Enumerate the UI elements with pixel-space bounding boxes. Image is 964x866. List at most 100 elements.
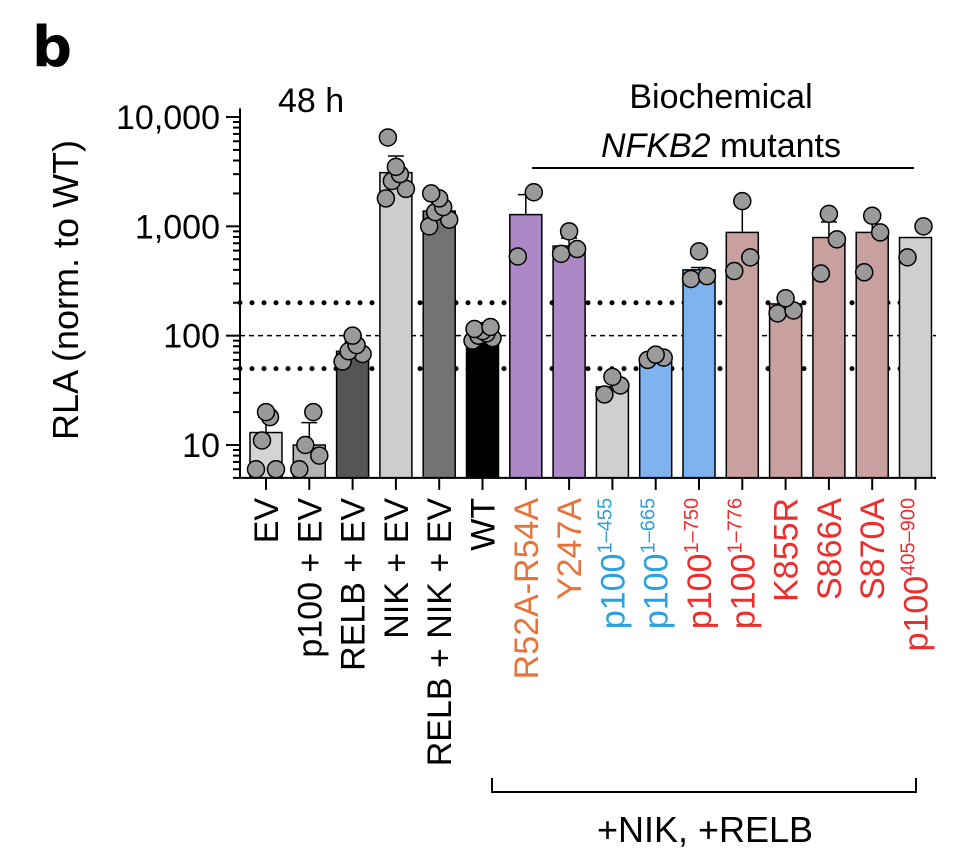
data-point-10-2 (689, 242, 709, 261)
data-point-7-0 (551, 244, 571, 264)
top-group-line1: Biochemical (629, 78, 812, 116)
x-tick-label-text-4: RELB + NIK + EV (421, 498, 459, 767)
data-point-1-2 (296, 435, 315, 455)
x-tick-label-text-1: p100 + EV (291, 498, 329, 658)
data-point-7-2 (559, 222, 579, 241)
panel-label: b (32, 15, 72, 80)
x-tick-label-10: p1001–750 (681, 498, 719, 629)
y-axis-label: RLA (norm. to WT) (45, 140, 86, 440)
x-tick-label-7: Y247A (551, 498, 589, 600)
x-tick-label-sup-15: 405–900 (898, 498, 920, 576)
x-tick-label-13: S866A (811, 498, 849, 600)
top-group-rest: mutants (711, 127, 841, 165)
x-tick-label-4: RELB + NIK + EV (421, 498, 459, 767)
bar-10 (682, 269, 716, 479)
x-tick-label-text-3: NIK + EV (378, 498, 416, 639)
data-point-3-4 (386, 157, 406, 177)
x-tick-label-text-7: Y247A (551, 498, 589, 600)
data-point-11-0 (725, 261, 744, 281)
x-tick-label-text-11: p100 (724, 554, 762, 630)
data-points (246, 128, 933, 479)
data-point-12-2 (776, 288, 795, 308)
data-point-13-2 (819, 204, 839, 224)
data-point-15-0 (898, 248, 917, 267)
data-point-10-1 (697, 266, 717, 286)
data-point-10-0 (681, 269, 701, 289)
x-tick-label-sup-9: 1–665 (638, 498, 660, 554)
data-point-12-0 (768, 304, 787, 323)
data-point-8-0 (595, 385, 614, 404)
data-point-1-1 (310, 446, 329, 465)
x-tick-label-5: WT (465, 498, 503, 551)
data-point-14-2 (862, 206, 882, 225)
x-tick-label-sup-8: 1–455 (594, 498, 616, 554)
data-point-5-6 (481, 317, 500, 337)
data-point-6-0 (508, 247, 528, 266)
data-point-3-5 (378, 128, 398, 147)
x-tick-label-text-9: p100 (638, 554, 676, 630)
x-tick-label-11: p1001–776 (724, 498, 762, 629)
bottom-group-bracket (491, 778, 917, 793)
x-tick-label-text-0: EV (248, 498, 286, 544)
data-point-11-1 (741, 248, 760, 267)
bars (249, 171, 933, 479)
data-point-13-0 (811, 264, 831, 283)
y-tick-label-2: 1,000 (135, 208, 220, 246)
x-axis (240, 476, 936, 490)
y-tick-label-1: 100 (163, 318, 220, 356)
x-tick-label-text-13: S866A (811, 498, 849, 600)
bar-5 (465, 334, 500, 479)
y-tick-label-3: 10,000 (116, 99, 220, 137)
data-point-13-1 (827, 230, 847, 249)
data-point-0-1 (266, 460, 286, 479)
data-point-4-5 (421, 184, 441, 203)
data-point-14-0 (854, 263, 874, 282)
x-tick-label-14: S870A (854, 498, 892, 600)
x-tick-label-text-6: R52A-R54A (508, 498, 546, 680)
x-tick-label-text-15: p100 (898, 576, 936, 652)
x-tick-labels: EV p100 + EV RELB + EV NIK + EV RELB + NIK +… (248, 498, 936, 767)
bar-15 (898, 236, 933, 479)
x-tick-label-12: K855R (768, 498, 806, 602)
x-tick-label-8: p1001–455 (594, 498, 632, 629)
data-point-7-1 (567, 239, 587, 259)
data-point-0-0 (246, 460, 266, 479)
x-tick-label-3: NIK + EV (378, 498, 416, 639)
data-point-14-1 (870, 223, 890, 242)
bar-9 (638, 357, 673, 479)
x-tick-label-0: EV (248, 498, 286, 544)
top-group-annotation: Biochemical NFKB2 mutants (532, 78, 914, 169)
data-point-6-1 (524, 183, 544, 202)
x-tick-label-sup-10: 1–750 (681, 498, 703, 554)
data-point-8-2 (603, 367, 622, 387)
data-point-1-3 (304, 402, 323, 422)
x-tick-label-text-12: K855R (768, 498, 806, 602)
top-group-gene: NFKB2 (601, 127, 711, 165)
data-point-2-4 (343, 326, 362, 345)
time-label: 48 h (278, 82, 344, 120)
bar-12 (768, 303, 803, 479)
bar-3 (379, 171, 413, 479)
x-tick-label-text-5: WT (465, 498, 503, 551)
y-tick-label-0: 10 (182, 427, 220, 465)
data-point-3-0 (376, 189, 396, 208)
x-tick-label-text-2: RELB + EV (335, 498, 373, 671)
bar-8 (595, 386, 630, 479)
x-tick-label-15: p100405–900 (898, 498, 936, 652)
x-tick-label-text-14: S870A (854, 498, 892, 600)
data-point-0-4 (256, 402, 276, 422)
bar-4 (422, 210, 456, 479)
x-tick-label-6: R52A-R54A (508, 498, 546, 680)
top-group-line2: NFKB2 mutants (601, 127, 841, 165)
bar-7 (552, 245, 586, 479)
data-point-5-5 (465, 319, 484, 339)
x-tick-label-9: p1001–665 (638, 498, 676, 629)
x-tick-label-2: RELB + EV (335, 498, 373, 671)
x-tick-label-text-8: p100 (594, 554, 632, 630)
data-point-1-0 (290, 460, 309, 479)
bottom-group-label: +NIK, +RELB (597, 809, 813, 850)
data-point-9-2 (646, 345, 665, 364)
y-axis: 10 100 1,000 10,000 (116, 99, 241, 479)
x-tick-label-sup-11: 1–776 (724, 498, 746, 554)
